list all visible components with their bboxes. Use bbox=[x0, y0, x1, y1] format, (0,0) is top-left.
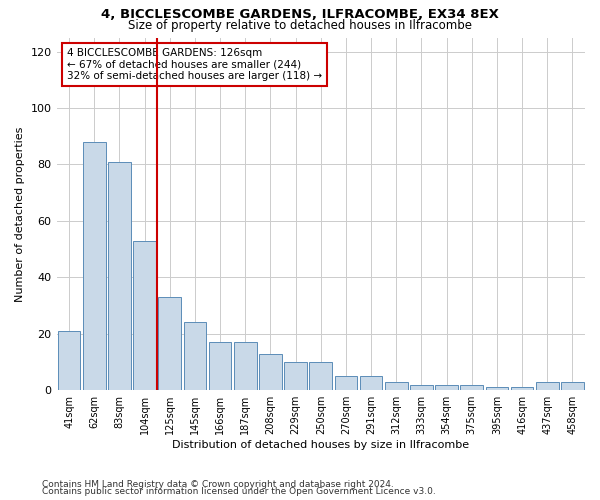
Bar bbox=[435, 384, 458, 390]
Text: 4 BICCLESCOMBE GARDENS: 126sqm
← 67% of detached houses are smaller (244)
32% of: 4 BICCLESCOMBE GARDENS: 126sqm ← 67% of … bbox=[67, 48, 322, 82]
Bar bbox=[259, 354, 282, 390]
Bar bbox=[158, 297, 181, 390]
Bar bbox=[58, 331, 80, 390]
Bar bbox=[234, 342, 257, 390]
Text: Size of property relative to detached houses in Ilfracombe: Size of property relative to detached ho… bbox=[128, 18, 472, 32]
Bar bbox=[310, 362, 332, 390]
Bar bbox=[108, 162, 131, 390]
Bar bbox=[561, 382, 584, 390]
Bar bbox=[511, 388, 533, 390]
Y-axis label: Number of detached properties: Number of detached properties bbox=[15, 126, 25, 302]
Bar bbox=[83, 142, 106, 390]
Bar bbox=[460, 384, 483, 390]
Bar bbox=[385, 382, 407, 390]
Bar bbox=[410, 384, 433, 390]
Bar bbox=[360, 376, 382, 390]
Bar bbox=[184, 322, 206, 390]
Bar bbox=[133, 240, 156, 390]
X-axis label: Distribution of detached houses by size in Ilfracombe: Distribution of detached houses by size … bbox=[172, 440, 469, 450]
Bar bbox=[209, 342, 232, 390]
Text: Contains HM Land Registry data © Crown copyright and database right 2024.: Contains HM Land Registry data © Crown c… bbox=[42, 480, 394, 489]
Bar bbox=[536, 382, 559, 390]
Bar bbox=[485, 388, 508, 390]
Bar bbox=[284, 362, 307, 390]
Bar bbox=[335, 376, 357, 390]
Text: 4, BICCLESCOMBE GARDENS, ILFRACOMBE, EX34 8EX: 4, BICCLESCOMBE GARDENS, ILFRACOMBE, EX3… bbox=[101, 8, 499, 20]
Text: Contains public sector information licensed under the Open Government Licence v3: Contains public sector information licen… bbox=[42, 487, 436, 496]
